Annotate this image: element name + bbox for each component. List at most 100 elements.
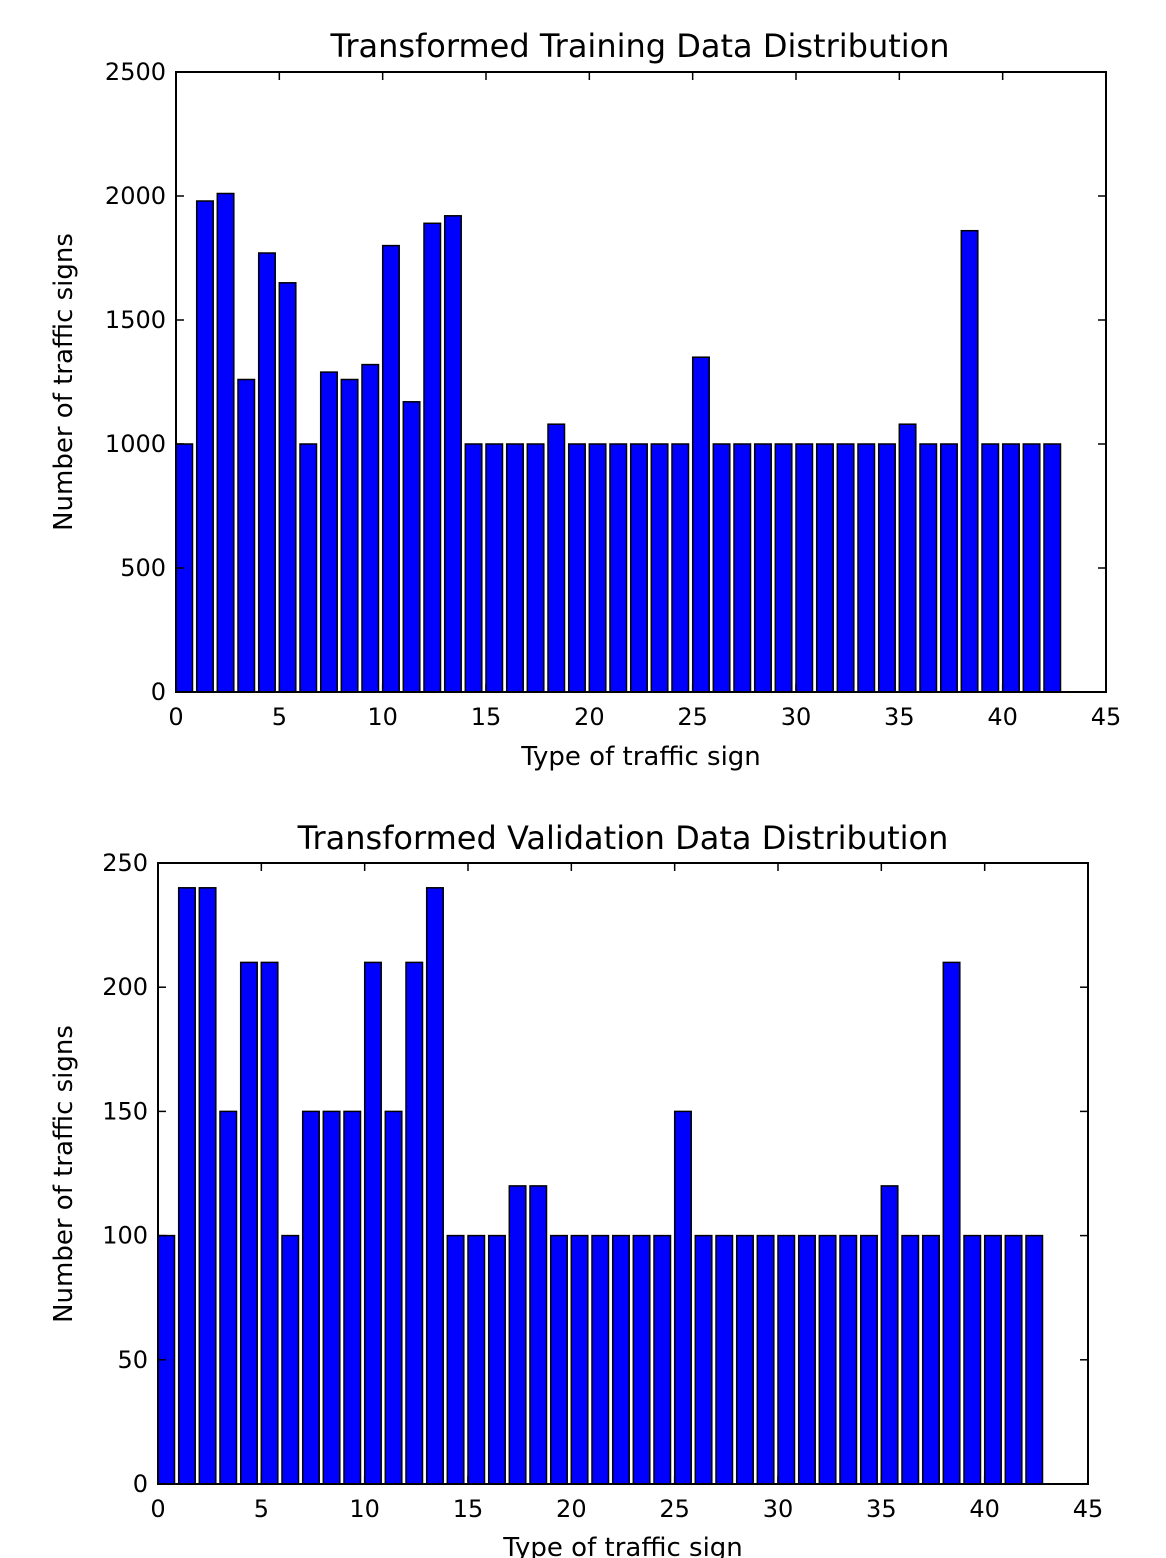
bar bbox=[508, 1185, 527, 1485]
tick-group: 0 5 10 15 20 25 30 35 40 45 0 500 1000 1500 2000 2500 bbox=[105, 58, 1121, 731]
bar bbox=[505, 443, 524, 693]
bar bbox=[753, 443, 772, 693]
x-tick-label: 20 bbox=[574, 703, 605, 731]
bar bbox=[464, 443, 483, 693]
bar bbox=[939, 443, 958, 693]
bar bbox=[960, 229, 979, 693]
bar bbox=[343, 1110, 362, 1485]
bar bbox=[880, 1185, 899, 1485]
bar bbox=[529, 1185, 548, 1485]
y-tick-label: 200 bbox=[102, 973, 148, 1001]
bar bbox=[301, 1110, 320, 1485]
bar bbox=[673, 1110, 692, 1485]
bar bbox=[425, 887, 444, 1485]
bar bbox=[836, 443, 855, 693]
bar bbox=[278, 282, 297, 693]
x-tick-label: 15 bbox=[453, 1495, 484, 1523]
bar bbox=[609, 443, 628, 693]
bar bbox=[650, 443, 669, 693]
bar bbox=[443, 215, 462, 693]
y-axis-label: Number of traffic signs bbox=[49, 1025, 79, 1323]
bar bbox=[774, 443, 793, 693]
bar bbox=[671, 443, 690, 693]
bar bbox=[1022, 443, 1041, 693]
x-tick-label: 0 bbox=[150, 1495, 165, 1523]
x-tick-label: 40 bbox=[969, 1495, 1000, 1523]
bar bbox=[733, 443, 752, 693]
bar bbox=[467, 1234, 486, 1485]
bar bbox=[1043, 443, 1062, 693]
bar bbox=[632, 1234, 651, 1485]
bar bbox=[567, 443, 586, 693]
validation-chart: Transformed Validation Data Distribution… bbox=[49, 819, 1103, 1558]
bar bbox=[216, 192, 235, 693]
x-axis-label: Type of traffic sign bbox=[520, 742, 761, 772]
bar bbox=[735, 1234, 754, 1485]
x-tick-label: 35 bbox=[884, 703, 915, 731]
bar bbox=[260, 961, 279, 1485]
bar bbox=[942, 961, 961, 1485]
bar bbox=[815, 443, 834, 693]
x-axis-label: Type of traffic sign bbox=[502, 1533, 743, 1558]
bar bbox=[756, 1234, 775, 1485]
bar bbox=[257, 252, 276, 693]
y-tick-label: 500 bbox=[120, 554, 166, 582]
x-tick-label: 10 bbox=[367, 703, 398, 731]
bar bbox=[981, 443, 1000, 693]
x-tick-label: 5 bbox=[254, 1495, 269, 1523]
bar bbox=[361, 363, 380, 693]
bar bbox=[423, 222, 442, 693]
bar bbox=[405, 961, 424, 1485]
y-axis-label: Number of traffic signs bbox=[49, 233, 79, 531]
bar bbox=[777, 1234, 796, 1485]
bar bbox=[1025, 1234, 1044, 1485]
chart-title: Transformed Validation Data Distribution bbox=[297, 819, 949, 857]
x-tick-label: 15 bbox=[471, 703, 502, 731]
bar bbox=[319, 371, 338, 693]
bar bbox=[898, 423, 917, 693]
x-tick-label: 25 bbox=[659, 1495, 690, 1523]
x-tick-label: 20 bbox=[556, 1495, 587, 1523]
bar bbox=[795, 443, 814, 693]
bar bbox=[281, 1234, 300, 1485]
bar bbox=[591, 1234, 610, 1485]
x-tick-label: 25 bbox=[677, 703, 708, 731]
bar bbox=[857, 443, 876, 693]
y-tick-label: 50 bbox=[117, 1346, 148, 1374]
bar bbox=[919, 443, 938, 693]
bar bbox=[1004, 1234, 1023, 1485]
bar bbox=[549, 1234, 568, 1485]
bar bbox=[381, 244, 400, 693]
bar bbox=[487, 1234, 506, 1485]
bar bbox=[177, 887, 196, 1485]
bar bbox=[195, 200, 214, 693]
y-tick-label: 0 bbox=[151, 678, 166, 706]
bar bbox=[983, 1234, 1002, 1485]
bar bbox=[653, 1234, 672, 1485]
bar bbox=[629, 443, 648, 693]
bar bbox=[797, 1234, 816, 1485]
x-tick-label: 5 bbox=[272, 703, 287, 731]
y-tick-label: 1000 bbox=[105, 430, 166, 458]
bar bbox=[340, 378, 359, 693]
bar bbox=[611, 1234, 630, 1485]
plot-frame bbox=[175, 71, 1107, 693]
bar bbox=[859, 1234, 878, 1485]
y-tick-label: 1500 bbox=[105, 306, 166, 334]
bar bbox=[446, 1234, 465, 1485]
bar bbox=[588, 443, 607, 693]
bar bbox=[384, 1110, 403, 1485]
bar bbox=[712, 443, 731, 693]
y-tick-label: 0 bbox=[133, 1470, 148, 1498]
x-tick-label: 10 bbox=[349, 1495, 380, 1523]
bar-group bbox=[175, 192, 1062, 693]
bar-group bbox=[157, 887, 1044, 1485]
bar bbox=[694, 1234, 713, 1485]
bar bbox=[570, 1234, 589, 1485]
x-tick-label: 45 bbox=[1091, 703, 1122, 731]
bar bbox=[363, 961, 382, 1485]
bar bbox=[877, 443, 896, 693]
training-chart: Transformed Training Data Distribution 0… bbox=[49, 27, 1121, 772]
bar bbox=[239, 961, 258, 1485]
